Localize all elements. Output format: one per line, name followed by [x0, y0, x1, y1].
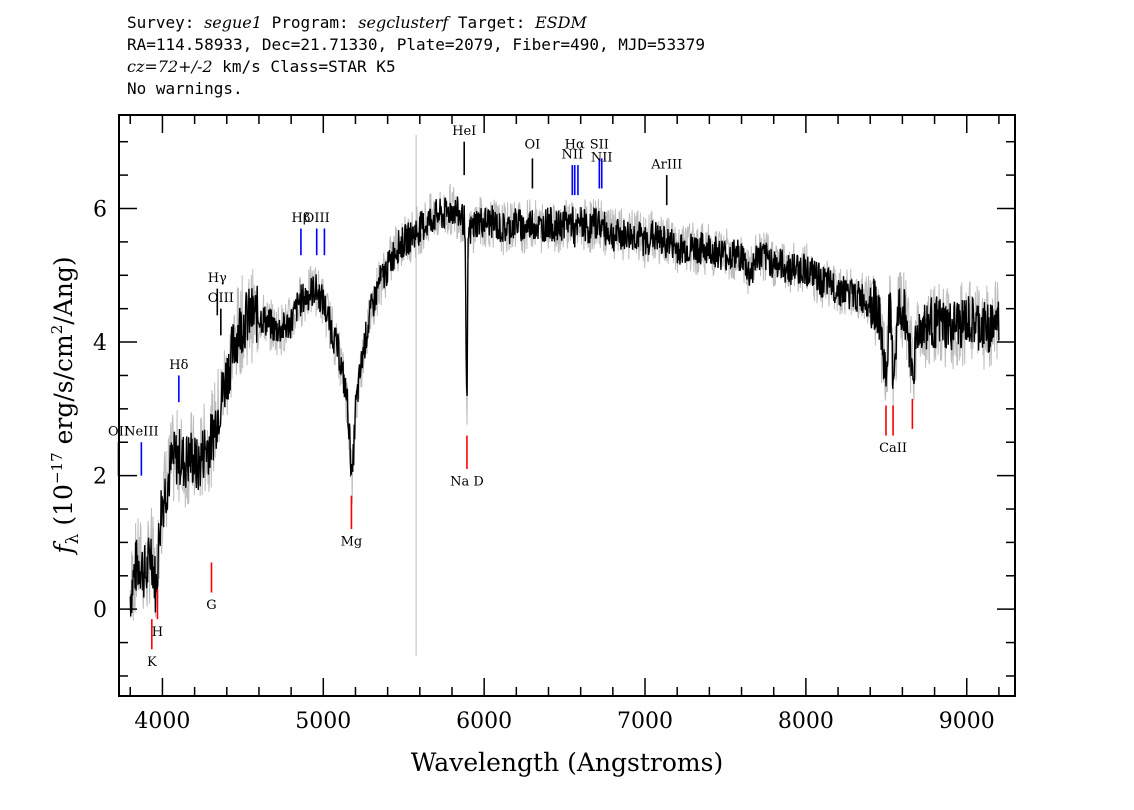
line-marker-label: HeI — [452, 124, 476, 139]
line-marker-label: H — [152, 625, 163, 640]
line-marker-label: NII — [561, 147, 583, 162]
line-marker-label: Hγ — [208, 271, 227, 286]
x-tick-label: 7000 — [617, 709, 673, 734]
y-tick-label: 0 — [93, 598, 107, 623]
x-axis-title: Wavelength (Angstroms) — [411, 748, 723, 777]
line-marker-label: OIII — [304, 211, 330, 226]
line-marker-label: Na D — [450, 475, 484, 490]
y-tick-label: 4 — [93, 331, 107, 356]
line-marker-label: G — [206, 598, 216, 613]
x-tick-label: 5000 — [295, 709, 351, 734]
y-tick-label: 2 — [93, 465, 107, 490]
line-marker-label: ArIII — [650, 157, 682, 172]
y-axis: 0 2 4 6 — [93, 140, 1015, 677]
line-marker-label: NII — [591, 151, 613, 166]
plot-frame — [118, 114, 1016, 697]
line-marker-label: Hβ — [292, 211, 311, 226]
line-marker-label: Hα — [565, 137, 585, 152]
line-marker-label: NeIII — [124, 425, 158, 440]
header-line-redshift: cz=72+/-2 km/s Class=STAR K5 — [127, 57, 396, 76]
y-axis-title: fλ (10−17 erg/s/cm2/Ang) — [48, 256, 83, 555]
spectrum-error-line — [129, 183, 1000, 621]
line-marker-label: SII — [590, 137, 609, 152]
spectrum-header: Survey: segue1 Program: segclusterf Targ… — [127, 12, 705, 100]
y-tick-label: 6 — [93, 197, 107, 222]
line-marker-label: CaII — [879, 441, 907, 456]
x-tick-label: 4000 — [134, 709, 190, 734]
line-marker-label: Mg — [341, 535, 363, 550]
header-line-coordinates: RA=114.58933, Dec=21.71330, Plate=2079, … — [127, 35, 705, 54]
spectrum-flux-line — [129, 196, 1000, 617]
x-axis: 4000 5000 6000 7000 8000 9000 — [129, 115, 1000, 734]
line-marker-label: Hδ — [169, 358, 188, 373]
header-line-warnings: No warnings. — [127, 79, 243, 98]
line-marker-label: OIII — [208, 291, 234, 306]
x-tick-label: 8000 — [778, 709, 834, 734]
x-tick-label: 6000 — [456, 709, 512, 734]
line-marker-label: OI — [525, 137, 541, 152]
line-marker-label: K — [147, 655, 157, 670]
x-tick-label: 9000 — [939, 709, 995, 734]
header-line-survey: Survey: segue1 Program: segclusterf Targ… — [127, 13, 587, 32]
